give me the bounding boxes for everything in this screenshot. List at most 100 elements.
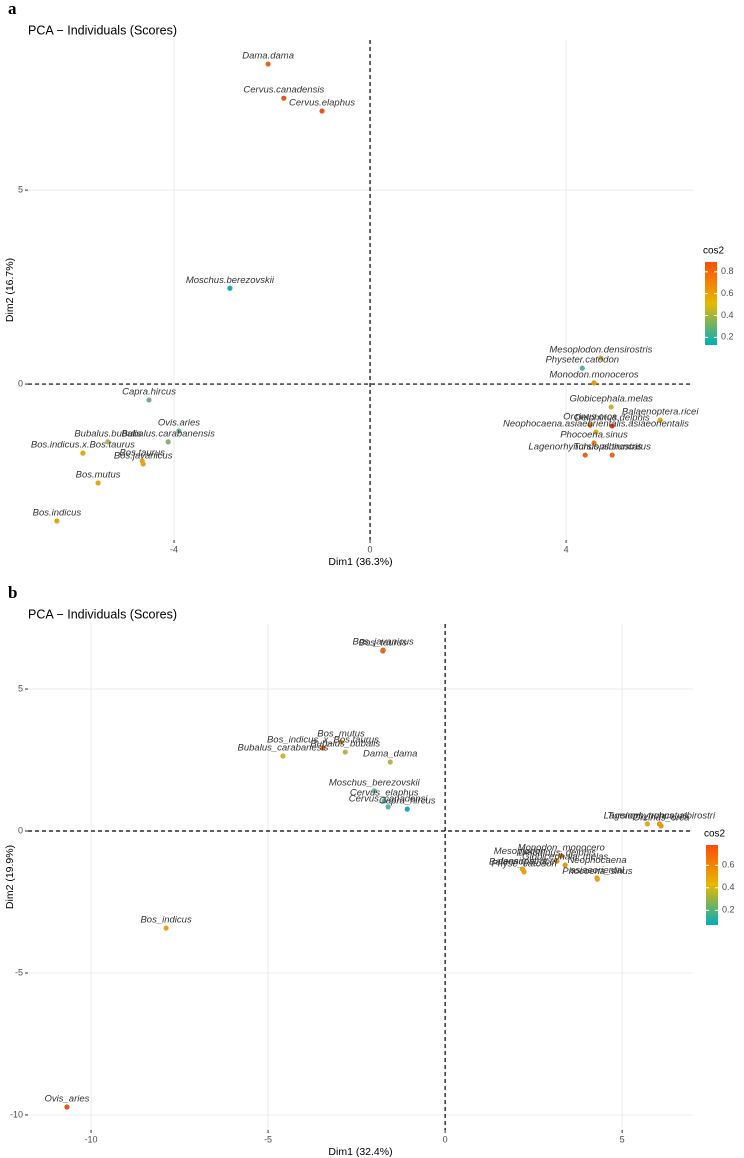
point-label: Bubalus_carabanesis — [238, 743, 329, 754]
legend-title: cos2 — [704, 829, 726, 840]
legend-tick-label: 0.8 — [721, 266, 734, 276]
point-label: Physeter.catodon — [545, 355, 619, 366]
y-axis-title: Dim2 (19.9%) — [4, 845, 16, 909]
x-tick-label: -5 — [264, 1134, 272, 1144]
point — [558, 853, 564, 859]
color-bar — [705, 262, 717, 345]
point-label: Bubalus.bubalis — [74, 428, 141, 439]
point-label: Bos.indicus.x.Bos.taurus — [31, 440, 135, 451]
x-tick-label: -10 — [85, 1134, 98, 1144]
point — [608, 404, 614, 410]
point-label: Ovis_aries — [45, 1094, 90, 1105]
y-tick-label: 5 — [18, 184, 23, 194]
point-label: Monodon_monocero — [518, 843, 605, 854]
point — [593, 429, 599, 435]
point-label: Moschus.berezovskii — [186, 275, 275, 286]
point — [380, 648, 386, 654]
y-tick-label: 5 — [18, 683, 23, 693]
point-label: Dama.dama — [242, 51, 294, 62]
point — [562, 862, 568, 868]
point — [319, 108, 325, 114]
point — [591, 380, 597, 386]
color-bar — [706, 845, 718, 925]
point-label: Bos.mutus — [76, 469, 121, 480]
point — [657, 417, 663, 423]
point — [598, 355, 604, 361]
point-label: Moschus_berezovskii — [329, 777, 421, 788]
point-label: Bubalus_bubalis — [310, 739, 380, 750]
point — [95, 480, 101, 486]
x-tick-label: 0 — [368, 544, 373, 554]
point-label: Neophocaena.asiaeorientalis.asiaeorienta… — [503, 419, 689, 430]
point — [342, 749, 348, 755]
point — [644, 821, 650, 827]
point — [165, 439, 171, 445]
x-axis-title: Dim1 (32.4%) — [328, 1146, 392, 1158]
point — [281, 95, 287, 101]
point-label: Dama_dama — [363, 749, 417, 760]
legend-tick-label: 0.2 — [721, 332, 734, 342]
point-label: Bos.taurus — [119, 447, 165, 458]
point — [163, 925, 169, 931]
panel-letter: a — [8, 0, 17, 18]
plot-area — [28, 40, 693, 540]
point-label: Physe_catodon — [491, 858, 557, 869]
point — [519, 866, 525, 872]
point-label: Tursiops_truncatus — [607, 810, 687, 821]
point-label: Orcinus_orca — [633, 812, 690, 823]
point — [387, 759, 393, 765]
point-label: Delphinus_delphis — [518, 848, 596, 859]
x-tick-label: 5 — [620, 1134, 625, 1144]
point-label: Monodon.monoceros — [549, 369, 638, 380]
point-label: Cervus.elaphus — [289, 98, 355, 109]
point — [227, 285, 233, 291]
point-label: Orcinus.orca — [563, 412, 617, 423]
point-label: Lagenorhynchus.albirostris — [528, 442, 642, 453]
point-label: Lagenorhynchus_albirostri — [604, 810, 716, 821]
point-label: Cervus.canadensis — [243, 85, 324, 96]
point-label: Cervus_canadensi — [349, 793, 429, 804]
point-label: Phocoena_sinus — [562, 866, 632, 877]
point-label: Cervus_elaphus — [350, 787, 419, 798]
y-tick-label: -5 — [15, 967, 23, 977]
point — [146, 397, 152, 403]
y-tick-label: -10 — [10, 1109, 23, 1119]
point-label: Bubalus.carabanensis — [121, 428, 215, 439]
point-label: Bos_javanicus — [353, 637, 415, 648]
legend-tick-label: 0.6 — [721, 288, 734, 298]
x-tick-label: -4 — [170, 544, 178, 554]
point — [594, 876, 600, 882]
point-label: Bos_taurus — [359, 637, 407, 648]
point-label: Bos.indicus — [33, 508, 82, 519]
point-label: Bos_mutus — [317, 729, 365, 740]
point — [658, 823, 664, 829]
legend-tick-label: 0.4 — [722, 882, 735, 892]
point — [404, 806, 410, 812]
point-label: Bos_indicus_x_Bos taurus — [267, 735, 379, 746]
legend-tick-label: 0.6 — [722, 860, 735, 870]
point — [371, 788, 377, 794]
point — [176, 428, 182, 434]
point-label: Bos.javanicus — [114, 450, 173, 461]
point — [320, 745, 326, 751]
y-axis-title: Dim2 (16.7%) — [4, 258, 16, 322]
panel-letter: b — [8, 583, 17, 602]
point-label: Mesoplodon_ densirostris — [494, 846, 551, 867]
point — [381, 798, 387, 804]
point-label: Bos_indicus — [140, 915, 191, 926]
point — [609, 423, 615, 429]
point — [338, 739, 344, 745]
point — [64, 1104, 70, 1110]
chart-title: PCA − Individuals (Scores) — [28, 607, 177, 621]
point-label: Capra_hircus — [379, 796, 436, 807]
point — [280, 753, 286, 759]
point — [554, 858, 560, 864]
x-tick-label: 4 — [564, 544, 569, 554]
point-label: Capra.hircus — [122, 386, 176, 397]
legend-tick-label: 0.4 — [721, 310, 734, 320]
point-label: Ovis.aries — [158, 418, 200, 429]
point — [80, 450, 86, 456]
point — [587, 422, 593, 428]
point — [265, 61, 271, 67]
